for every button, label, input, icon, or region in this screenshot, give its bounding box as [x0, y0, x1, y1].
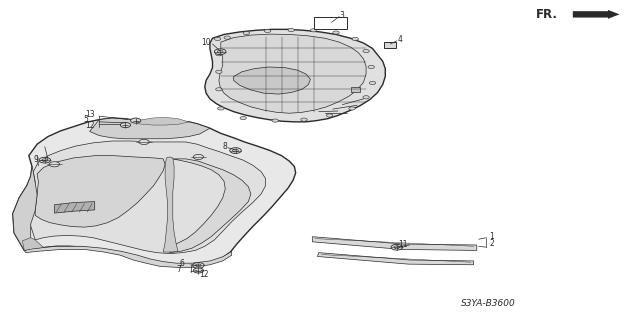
Polygon shape	[27, 141, 266, 254]
Circle shape	[214, 37, 221, 41]
Circle shape	[243, 32, 250, 35]
Text: 12: 12	[200, 270, 209, 279]
Circle shape	[120, 122, 131, 128]
Polygon shape	[170, 159, 251, 253]
Polygon shape	[234, 67, 310, 94]
Polygon shape	[24, 246, 232, 267]
Circle shape	[196, 264, 201, 267]
Circle shape	[333, 31, 339, 34]
Text: FR.: FR.	[536, 8, 558, 21]
Polygon shape	[219, 34, 366, 113]
Polygon shape	[54, 202, 95, 213]
Circle shape	[39, 157, 51, 163]
Text: 6: 6	[179, 259, 184, 268]
Circle shape	[193, 268, 204, 273]
Polygon shape	[90, 118, 210, 139]
Circle shape	[363, 49, 369, 53]
Polygon shape	[35, 156, 165, 227]
Circle shape	[214, 49, 226, 55]
Polygon shape	[351, 87, 360, 92]
Circle shape	[310, 29, 317, 32]
Polygon shape	[384, 42, 396, 48]
Circle shape	[391, 244, 403, 250]
Circle shape	[42, 159, 48, 161]
Polygon shape	[138, 117, 189, 125]
Circle shape	[216, 70, 222, 73]
Text: 8: 8	[223, 142, 227, 151]
Circle shape	[326, 114, 333, 117]
Circle shape	[349, 107, 355, 110]
Circle shape	[264, 29, 271, 33]
Polygon shape	[13, 118, 296, 265]
Circle shape	[216, 53, 222, 56]
Circle shape	[193, 263, 204, 268]
Text: 5: 5	[83, 115, 88, 124]
Circle shape	[369, 81, 376, 85]
Text: 11: 11	[398, 240, 408, 249]
Circle shape	[240, 116, 246, 120]
Circle shape	[272, 119, 278, 122]
Text: 12: 12	[85, 121, 95, 130]
Circle shape	[217, 50, 223, 53]
Text: 4: 4	[398, 35, 403, 44]
Polygon shape	[13, 167, 37, 250]
Circle shape	[131, 118, 141, 123]
Polygon shape	[22, 238, 44, 250]
Text: 10: 10	[202, 38, 211, 47]
Circle shape	[352, 37, 358, 41]
Text: 2: 2	[490, 239, 494, 248]
Circle shape	[224, 36, 230, 39]
Polygon shape	[163, 157, 178, 252]
Circle shape	[233, 149, 238, 152]
Text: 13: 13	[85, 110, 95, 119]
Text: S3YA-B3600: S3YA-B3600	[461, 299, 516, 308]
Circle shape	[288, 28, 294, 32]
Circle shape	[230, 148, 241, 153]
Text: 7: 7	[176, 265, 181, 274]
Circle shape	[218, 107, 224, 110]
Polygon shape	[314, 17, 347, 29]
Circle shape	[49, 162, 60, 167]
Circle shape	[301, 118, 307, 121]
Circle shape	[394, 246, 400, 249]
Polygon shape	[317, 253, 474, 265]
Circle shape	[363, 96, 369, 99]
Polygon shape	[312, 237, 477, 250]
Circle shape	[139, 139, 149, 145]
Text: 9: 9	[33, 155, 38, 164]
Polygon shape	[205, 29, 385, 122]
FancyArrow shape	[573, 10, 620, 19]
Circle shape	[193, 154, 204, 160]
Text: 1: 1	[490, 232, 494, 241]
Text: 3: 3	[339, 11, 344, 20]
Circle shape	[216, 88, 222, 91]
Circle shape	[368, 65, 374, 69]
